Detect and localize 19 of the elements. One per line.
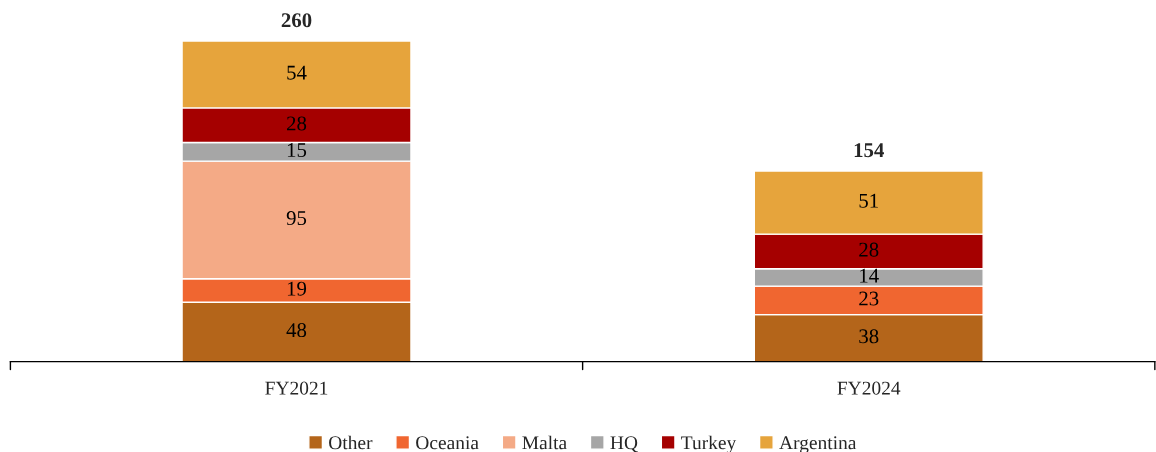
legend-label: HQ <box>610 436 638 452</box>
data-label: 23 <box>859 291 879 306</box>
data-label: 19 <box>287 281 307 296</box>
data-label: 51 <box>859 193 878 208</box>
legend-label: Malta <box>522 435 567 450</box>
data-label: 54 <box>287 65 307 80</box>
data-label: 14 <box>860 268 879 283</box>
data-label: 15 <box>287 143 307 158</box>
data-label: 95 <box>286 211 307 226</box>
data-label: 38 <box>859 329 879 344</box>
data-label: 28 <box>287 116 307 131</box>
data-label: 28 <box>859 242 879 257</box>
total-label: 260 <box>281 13 312 28</box>
legend-label: Other <box>329 435 373 450</box>
x-tick-label: FY2024 <box>837 381 901 395</box>
total-label: 154 <box>854 143 884 158</box>
x-tick-label: FY2021 <box>265 381 328 395</box>
legend-label: Oceania <box>416 436 479 450</box>
data-label: 48 <box>286 323 307 338</box>
